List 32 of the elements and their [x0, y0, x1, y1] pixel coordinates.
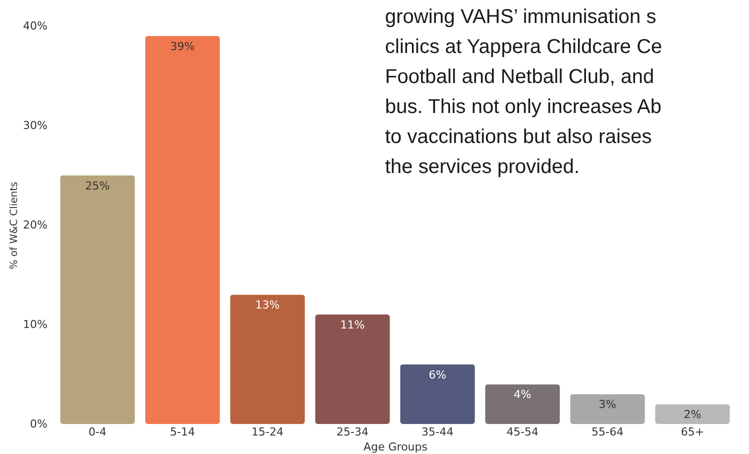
bar	[400, 364, 475, 424]
data-label: 13%	[255, 298, 280, 312]
y-tick-label: 0%	[30, 418, 48, 430]
x-tick-label: 55-64	[592, 426, 624, 438]
data-label: 39%	[170, 40, 195, 53]
data-label: 25%	[85, 179, 110, 192]
x-tick-label: 35-44	[422, 426, 454, 438]
y-tick-label: 30%	[23, 119, 48, 132]
x-tick-label: 45-54	[506, 426, 538, 438]
bar	[230, 294, 305, 424]
y-tick-label: 20%	[23, 218, 48, 232]
bar	[655, 404, 730, 424]
data-label: 2%	[684, 408, 702, 422]
x-tick-label: 5-14	[170, 426, 195, 438]
x-tick-label: 0-4	[88, 426, 106, 438]
data-label: 11%	[340, 318, 365, 332]
x-tick-label: 25-34	[336, 426, 368, 438]
bar	[315, 314, 390, 424]
annotation: growing VAHS’ immunisation s clinics at Yappera Childcare Ce Football and Netball Club, and bus. This not only increases Ab to vaccinations but also raises the services provided.	[385, 5, 662, 180]
y-tick-label: 10%	[23, 318, 48, 331]
data-label: 6%	[428, 368, 446, 382]
bar	[570, 394, 645, 424]
bar	[485, 384, 560, 424]
y-axis-title: % of W&C Clients	[9, 182, 20, 270]
x-tick-label: 15-24	[252, 426, 284, 438]
bar	[60, 175, 135, 424]
y-tick-label: 40%	[23, 20, 48, 32]
data-label: 4%	[514, 388, 532, 402]
data-label: 3%	[598, 398, 616, 412]
x-axis-title: Age Groups	[364, 440, 428, 454]
x-tick-label: 65+	[680, 426, 704, 438]
bar	[145, 36, 220, 424]
